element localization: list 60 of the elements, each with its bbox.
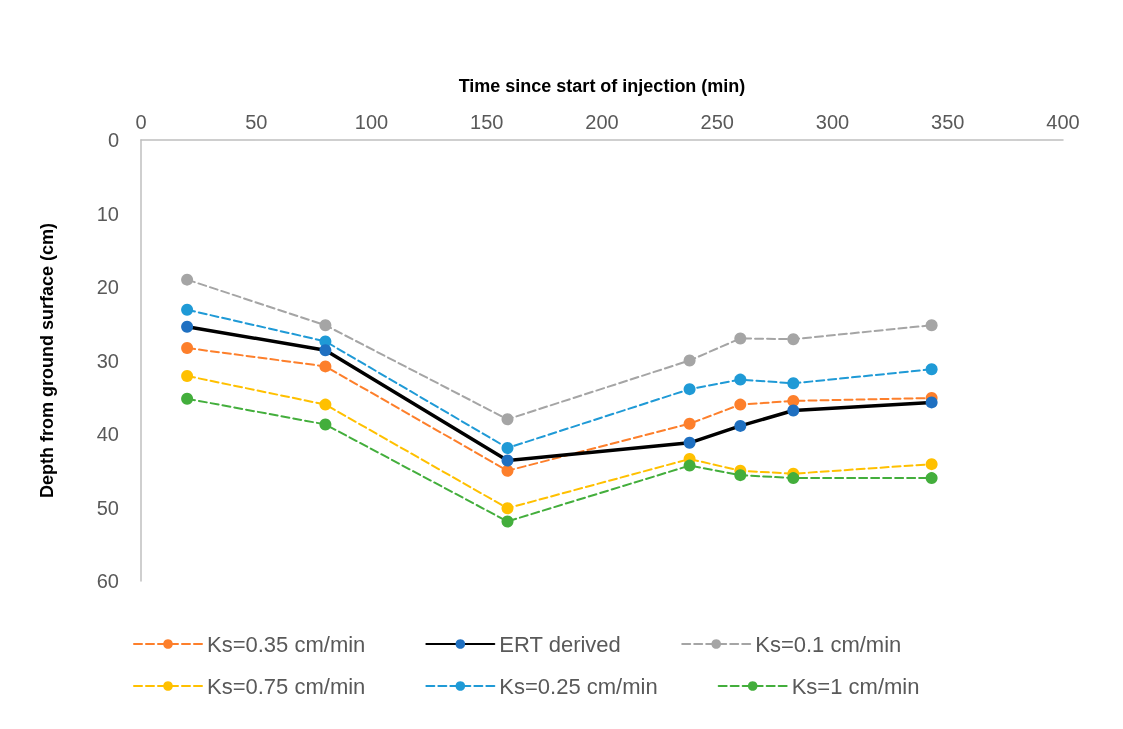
point	[319, 360, 332, 373]
y-tick-label: 40	[96, 423, 119, 445]
legend-label: Ks=0.25 cm/min	[499, 673, 658, 699]
point	[787, 377, 800, 390]
y-axis-title: Depth from ground surface (cm)	[37, 222, 57, 499]
point	[925, 458, 938, 471]
point	[319, 418, 332, 431]
y-tick-label: 0	[107, 129, 119, 151]
point	[501, 515, 514, 528]
point	[787, 404, 800, 417]
point	[319, 398, 332, 411]
y-tick-label: 50	[96, 496, 119, 519]
point	[319, 344, 332, 357]
x-axis-title: Time since start of injection (min)	[458, 76, 746, 96]
point	[319, 319, 332, 332]
y-tick-label: 30	[96, 349, 119, 372]
point	[501, 413, 514, 426]
point	[181, 342, 194, 354]
point	[925, 319, 938, 332]
y-tick-label: 60	[96, 570, 119, 592]
point	[181, 303, 194, 316]
point	[181, 392, 194, 405]
legend-label: Ks=0.35 cm/min	[207, 631, 366, 657]
point	[925, 396, 938, 409]
x-tick-label: 400	[1046, 111, 1080, 133]
y-tick-label: 10	[96, 202, 119, 225]
point	[925, 363, 938, 376]
point	[181, 273, 194, 286]
point	[181, 369, 194, 382]
point	[734, 419, 747, 432]
legend-label: Ks=0.1 cm/min	[755, 631, 902, 657]
legend-label: Ks=0.75 cm/min	[207, 673, 366, 699]
point	[787, 333, 800, 346]
x-tick-label: 150	[470, 111, 504, 133]
point	[181, 320, 194, 333]
x-tick-label: 200	[585, 111, 619, 133]
point	[925, 472, 938, 485]
x-tick-label: 350	[931, 111, 965, 133]
point	[734, 332, 747, 345]
x-tick-label: 250	[700, 111, 734, 133]
point	[683, 383, 696, 396]
point	[501, 454, 514, 467]
x-tick-label: 300	[815, 111, 850, 133]
point	[501, 502, 514, 515]
legend-label: ERT derived	[499, 631, 621, 657]
point	[787, 472, 800, 485]
point	[734, 398, 747, 411]
point	[501, 441, 514, 454]
point	[734, 373, 747, 386]
point	[683, 436, 696, 449]
x-tick-label: 100	[354, 111, 389, 133]
y-tick-label: 20	[96, 276, 119, 298]
legend-label: Ks=1 cm/min	[791, 673, 920, 699]
point	[683, 354, 696, 367]
point	[683, 459, 696, 472]
x-tick-label: 50	[245, 111, 268, 133]
point	[734, 469, 747, 482]
point	[683, 417, 696, 430]
point	[501, 464, 514, 477]
x-tick-label: 0	[135, 111, 147, 133]
